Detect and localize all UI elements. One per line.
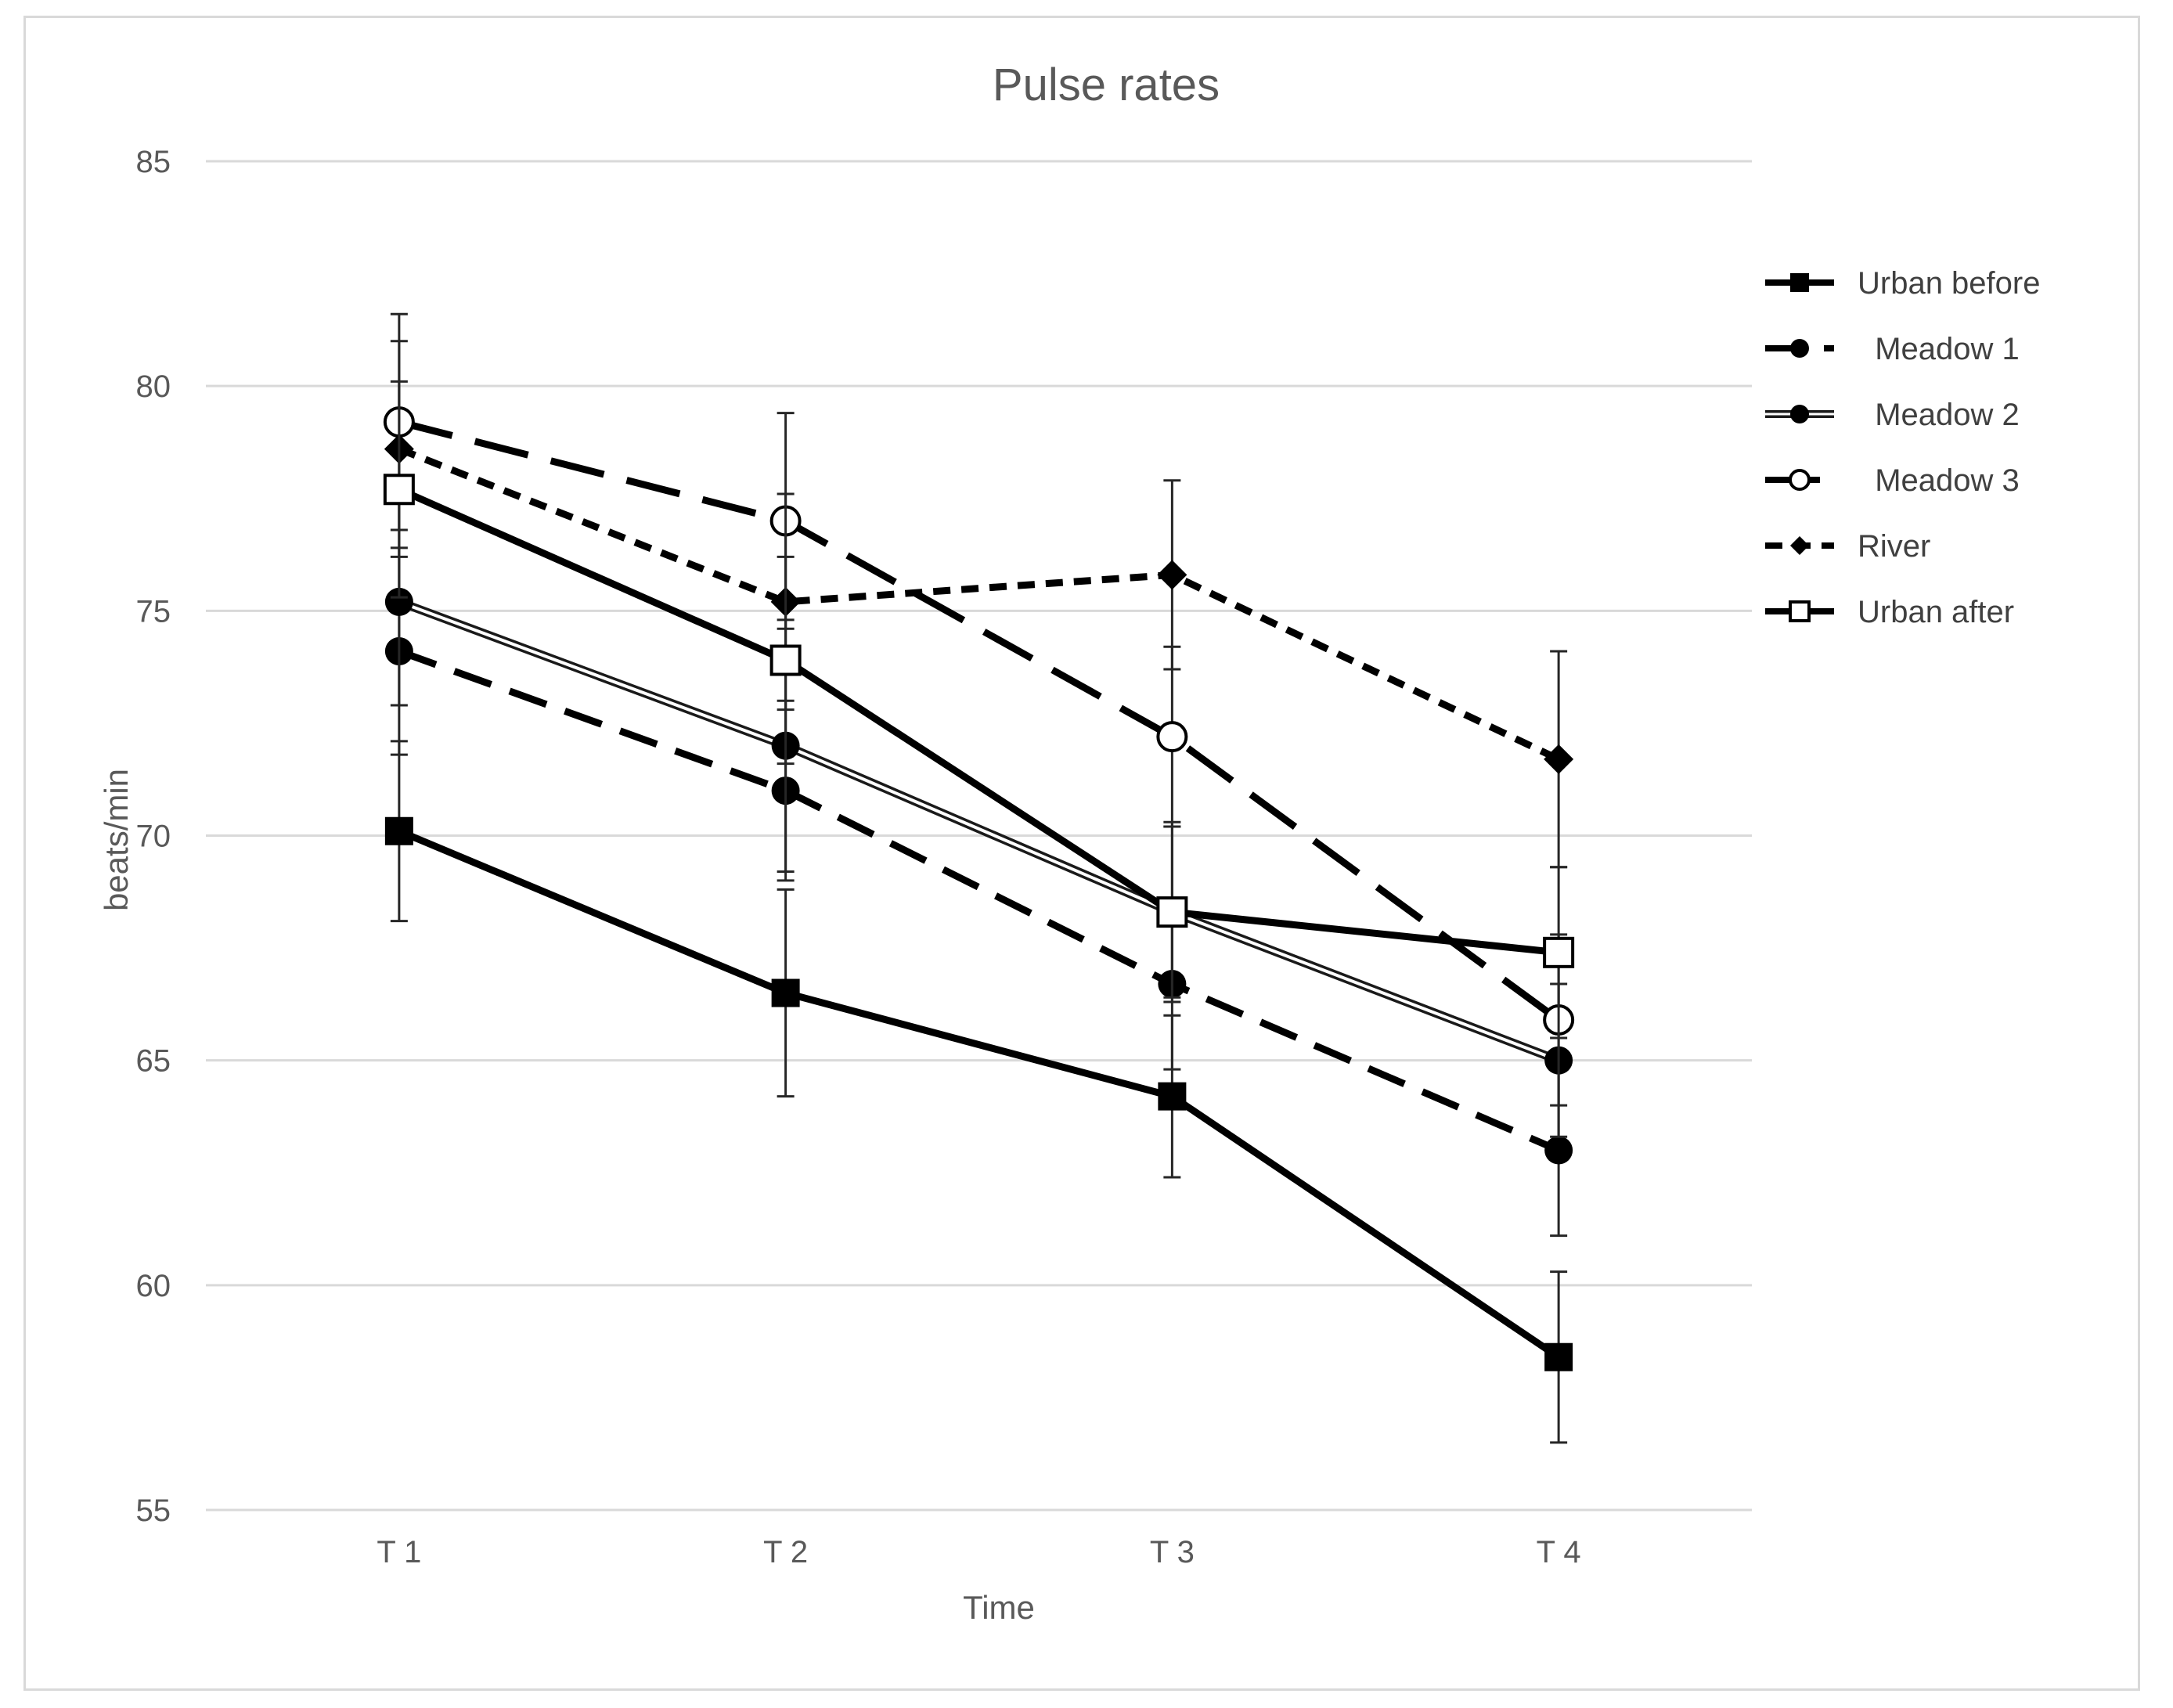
- series-urban-after: [383, 380, 1575, 1040]
- series-line-inner: [398, 600, 1559, 1062]
- legend-item: River: [1765, 529, 1930, 564]
- legend-label: Meadow 1: [1858, 332, 2020, 366]
- legend-item: Urban after: [1765, 595, 2014, 629]
- series-line: [397, 597, 1561, 1065]
- chart-title: Pulse rates: [993, 59, 1220, 110]
- legend-marker: [1790, 405, 1809, 423]
- data-point: [383, 474, 415, 506]
- legend-label: Meadow 2: [1858, 398, 2020, 432]
- data-point: [384, 587, 413, 616]
- series-line: [398, 445, 1561, 762]
- series-urban-before: [384, 740, 1573, 1444]
- y-tick-label: 75: [136, 594, 171, 629]
- series-line: [398, 647, 1560, 1154]
- x-axis-ticks: T 1 T 2 T 3 T 4: [377, 1535, 1580, 1569]
- y-tick-label: 60: [136, 1269, 171, 1303]
- x-axis-title: Time: [963, 1589, 1035, 1626]
- series-line: [398, 418, 1561, 1023]
- series-meadow-3: [383, 312, 1575, 1107]
- legend-marker: [1790, 339, 1809, 358]
- data-point: [1544, 1342, 1573, 1371]
- data-point: [769, 644, 802, 676]
- legend-label: Urban before: [1858, 266, 2040, 301]
- data-point: [1156, 721, 1188, 753]
- gridlines: [206, 160, 1752, 1512]
- data-point: [1544, 744, 1574, 774]
- x-tick-label: T 1: [377, 1535, 421, 1569]
- data-point: [771, 978, 800, 1007]
- y-tick-label: 65: [136, 1044, 171, 1079]
- x-tick-label: T 2: [763, 1535, 808, 1569]
- x-tick-label: T 4: [1537, 1535, 1581, 1569]
- data-point: [1156, 896, 1188, 928]
- legend-item: Meadow 1: [1765, 332, 2020, 366]
- legend-item: Urban before: [1765, 266, 2040, 301]
- data-point: [1544, 1136, 1573, 1165]
- legend-item: Meadow 2: [1765, 398, 2020, 432]
- legend-marker: [1790, 273, 1809, 292]
- data-point: [1543, 936, 1575, 968]
- series-meadow-1: [384, 546, 1573, 1238]
- legend-label: Meadow 3: [1858, 463, 2020, 498]
- y-tick-label: 85: [136, 145, 171, 179]
- data-point: [384, 816, 413, 845]
- data-point: [1157, 560, 1187, 590]
- y-tick-label: 55: [136, 1494, 171, 1528]
- y-tick-label: 80: [136, 369, 171, 404]
- series-line: [398, 827, 1561, 1360]
- legend-item: Meadow 3: [1765, 463, 2020, 498]
- legend: Urban before Meadow 1 Meadow 2 Meadow 3 R…: [1765, 266, 2040, 629]
- series-line: [398, 486, 1559, 957]
- legend-marker: [1790, 536, 1809, 555]
- legend-marker: [1789, 469, 1811, 491]
- y-tick-label: 70: [136, 820, 171, 854]
- series-group: [383, 312, 1575, 1444]
- legend-marker: [1789, 600, 1811, 622]
- y-axis-ticks: 55 60 65 70 75 80 85: [136, 145, 171, 1528]
- legend-label: River: [1858, 529, 1930, 564]
- y-axis-title: beats/min: [98, 769, 135, 911]
- x-tick-label: T 3: [1150, 1535, 1195, 1569]
- data-point: [1158, 1082, 1187, 1111]
- legend-label: Urban after: [1858, 595, 2014, 629]
